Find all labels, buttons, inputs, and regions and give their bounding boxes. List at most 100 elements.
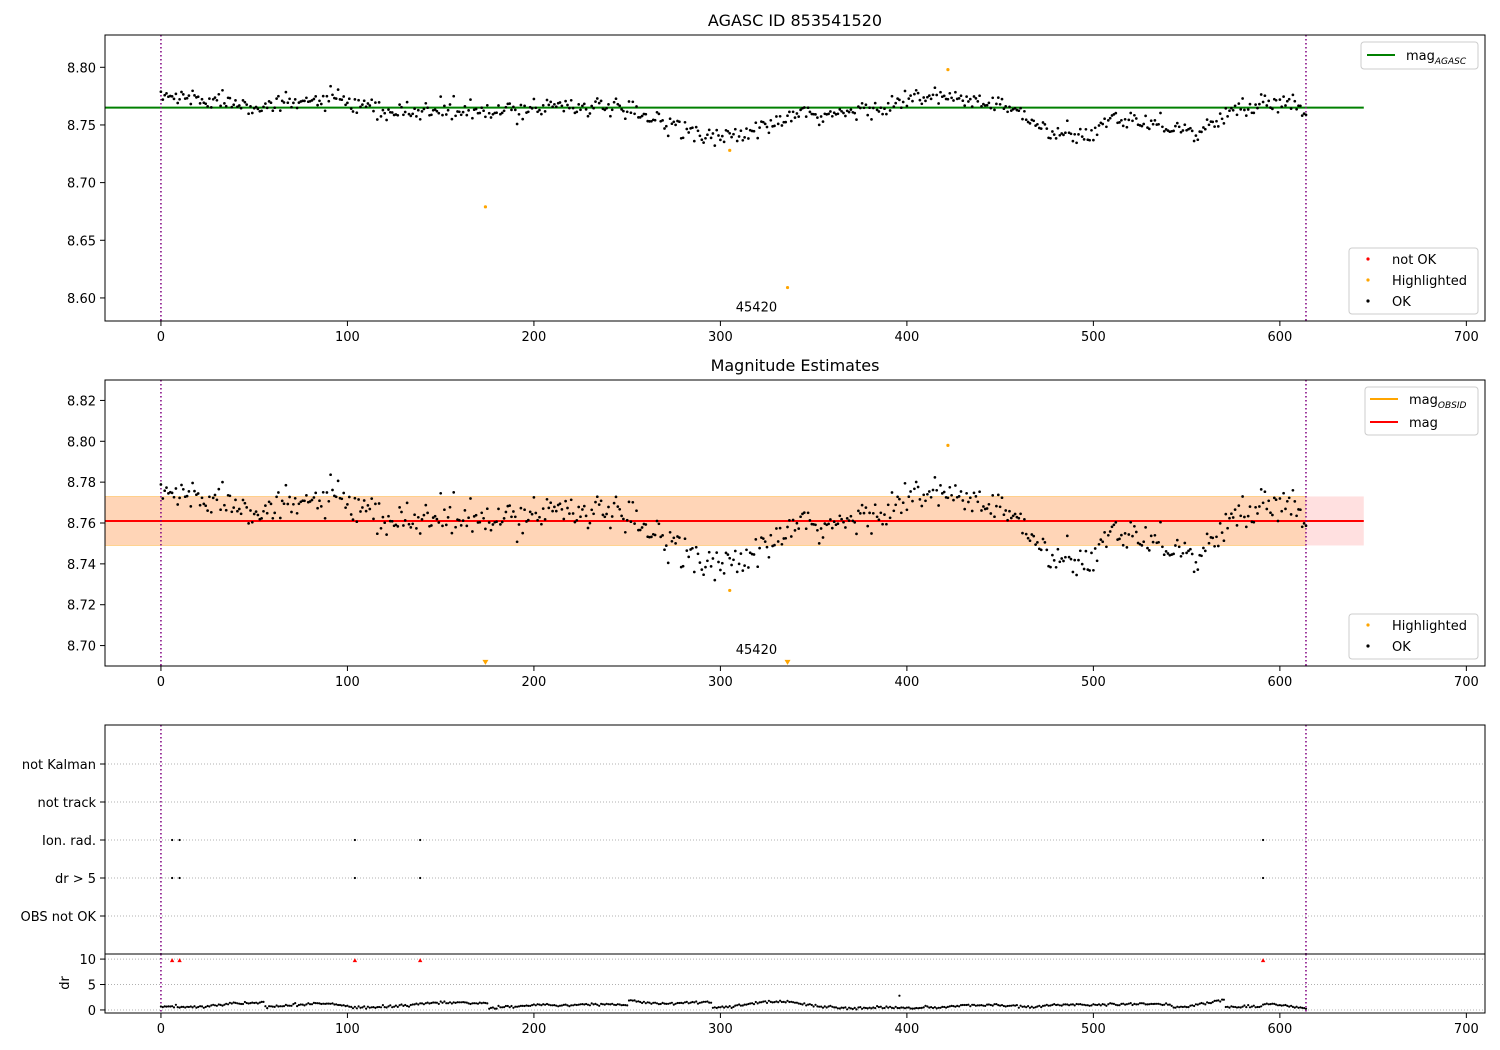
ok-point (482, 109, 485, 113)
ok-point (538, 515, 541, 519)
dr-point (848, 1006, 851, 1009)
ok-point (797, 115, 801, 118)
ok-point (685, 549, 689, 552)
ok-point (724, 551, 728, 555)
ok-point (1289, 107, 1293, 110)
dr-point (767, 999, 771, 1002)
dr-point (527, 1004, 530, 1008)
ok-point (605, 512, 608, 516)
ok-point (254, 510, 258, 513)
ok-point (551, 509, 554, 513)
ok-point (836, 112, 840, 116)
ok-point (726, 129, 730, 133)
ok-point (277, 491, 280, 494)
ok-point (385, 533, 388, 536)
ok-point (914, 88, 918, 92)
dr-point (1252, 1004, 1255, 1007)
ok-point (467, 516, 470, 520)
x-tick-label: 100 (335, 330, 360, 345)
dr-point (282, 1005, 286, 1008)
ok-point (487, 521, 491, 524)
ok-point (888, 516, 892, 520)
dr-point (434, 1001, 437, 1004)
ok-point (351, 518, 355, 521)
dr-point (288, 1004, 291, 1007)
ok-point (265, 106, 269, 110)
ok-point (881, 522, 884, 526)
ok-point (452, 94, 456, 98)
dr-point (400, 1003, 403, 1006)
ok-point (180, 90, 183, 94)
dr-point (1058, 1004, 1061, 1007)
ok-point (1060, 557, 1064, 560)
ok-point (185, 494, 189, 498)
ok-point (795, 112, 799, 115)
ok-point (1036, 122, 1039, 126)
dr-point (1073, 1004, 1076, 1007)
ok-point (1043, 541, 1047, 544)
ok-point (942, 490, 946, 494)
ok-point (871, 106, 875, 110)
ok-point (866, 524, 870, 528)
ok-point (1252, 520, 1256, 524)
ok-point (1293, 500, 1297, 503)
ok-point (1078, 127, 1082, 131)
ok-point (987, 101, 991, 105)
dr-point (217, 1003, 220, 1006)
ok-point (241, 99, 245, 102)
ok-point (564, 499, 567, 503)
ok-point (489, 116, 493, 119)
dr-point (1267, 1003, 1270, 1006)
points-layer (159, 67, 1308, 290)
dr-point (294, 1002, 297, 1005)
ok-point (364, 509, 368, 513)
dr-point (396, 1005, 399, 1009)
ok-point (1149, 119, 1153, 123)
dr-point (840, 1006, 843, 1009)
ok-point (687, 131, 691, 134)
flag-point (353, 838, 356, 842)
ok-point (269, 101, 273, 105)
dr-point (409, 1003, 412, 1007)
panel-title: Magnitude Estimates (711, 356, 880, 375)
ok-point (172, 97, 176, 101)
dr-point (327, 1002, 330, 1005)
ok-point (316, 506, 319, 510)
dr-point (557, 1005, 560, 1008)
dr-point (594, 1002, 597, 1006)
ok-point (383, 111, 387, 115)
ok-point (334, 97, 338, 100)
dr-point (698, 1001, 702, 1004)
ok-point (607, 103, 610, 106)
dr-point (708, 1001, 711, 1004)
dr-point (314, 1002, 317, 1005)
ok-point (586, 526, 590, 530)
ok-point (1026, 536, 1030, 540)
ok-point (873, 503, 877, 507)
ok-point (230, 105, 234, 109)
dr-point (178, 1006, 181, 1009)
ok-point (232, 506, 236, 509)
ok-point (978, 490, 981, 494)
ok-point (804, 527, 808, 531)
ok-point (1295, 514, 1298, 518)
ok-point (1185, 551, 1188, 555)
ok-point (336, 479, 340, 483)
dr-point (544, 1003, 547, 1006)
dr-point (872, 1006, 875, 1009)
ok-point (321, 94, 325, 98)
dr-point (807, 1003, 810, 1006)
dr-point (1165, 1002, 1168, 1005)
ok-point (845, 517, 849, 520)
ok-point (353, 98, 357, 101)
ok-point (715, 551, 719, 554)
dr-point (820, 1005, 823, 1008)
legend-label: mag (1409, 416, 1438, 431)
ok-point (318, 499, 321, 503)
ok-point (1142, 540, 1146, 544)
ok-point (965, 95, 968, 98)
ok-point (411, 522, 415, 526)
ok-point (500, 111, 504, 115)
ok-point (420, 110, 424, 113)
